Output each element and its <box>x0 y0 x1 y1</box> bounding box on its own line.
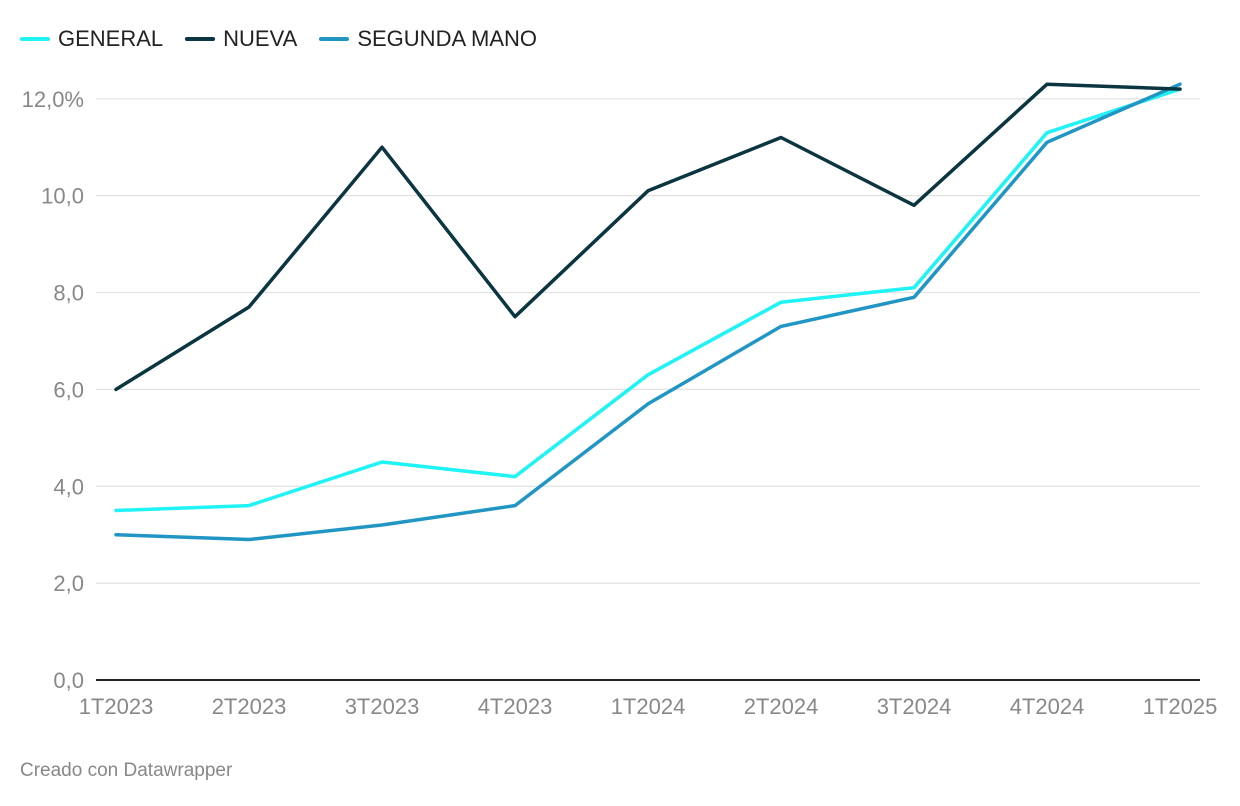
x-tick-label: 2T2023 <box>212 694 287 719</box>
legend-swatch <box>319 37 350 41</box>
x-tick-label: 2T2024 <box>744 694 819 719</box>
series-line-segunda-mano <box>114 82 1182 542</box>
y-axis-ticks: 0,0 2,0 4,0 6,0 8,0 10,0 12,0% <box>22 87 84 693</box>
datawrapper-credit: Creado con Datawrapper <box>20 760 233 781</box>
y-tick-label: 2,0 <box>53 571 84 596</box>
legend-swatch <box>185 37 216 41</box>
y-tick-label: 6,0 <box>53 377 84 402</box>
x-tick-label: 4T2024 <box>1010 694 1085 719</box>
y-tick-label: 4,0 <box>53 474 84 499</box>
chart-legend: GENERAL NUEVA SEGUNDA MANO <box>20 26 537 52</box>
series-line-general <box>114 87 1182 513</box>
legend-label: GENERAL <box>58 26 164 51</box>
legend-item: SEGUNDA MANO <box>319 26 537 52</box>
legend-label: SEGUNDA MANO <box>357 26 538 51</box>
legend-swatch <box>20 37 50 41</box>
legend-label: NUEVA <box>223 26 298 51</box>
y-tick-label: 0,0 <box>53 668 84 693</box>
x-tick-label: 1T2023 <box>79 694 154 719</box>
line-chart: 0,0 2,0 4,0 6,0 8,0 10,0 12,0% 1T2023 2T2023 3T2… <box>22 82 1218 719</box>
y-tick-label: 8,0 <box>53 281 84 306</box>
x-tick-label: 3T2023 <box>345 694 420 719</box>
y-tick-label: 12,0% <box>22 87 84 112</box>
x-axis-ticks: 1T2023 2T2023 3T2023 4T2023 1T2024 2T2024 3T20… <box>79 694 1218 719</box>
series-line-nueva <box>114 82 1182 392</box>
x-tick-label: 3T2024 <box>877 694 952 719</box>
series-lines <box>114 82 1182 542</box>
x-tick-label: 4T2023 <box>478 694 553 719</box>
legend-item: GENERAL <box>20 26 163 52</box>
x-tick-label: 1T2024 <box>611 694 686 719</box>
legend-item: NUEVA <box>185 26 297 52</box>
x-tick-label: 1T2025 <box>1143 694 1218 719</box>
gridlines <box>96 98 1200 681</box>
y-tick-label: 10,0 <box>41 184 84 209</box>
